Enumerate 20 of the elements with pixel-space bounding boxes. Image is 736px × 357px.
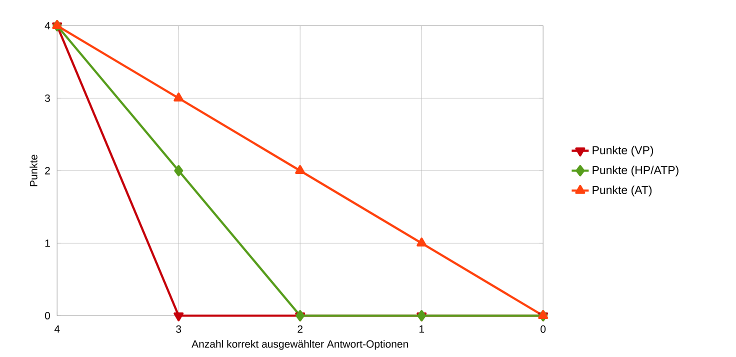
point [295, 165, 306, 174]
x-tick-label: 2 [298, 325, 303, 333]
x-axis-title: Anzahl korrekt ausgewählter Antwort-Optionen [192, 340, 408, 350]
x-tick-label: 3 [176, 325, 182, 333]
legend-label: Punkte (AT) [592, 186, 652, 196]
x-tick-label: 1 [419, 325, 424, 333]
legend-label: Punkte (VP) [592, 146, 654, 157]
y-tick-label: 3 [44, 94, 50, 102]
point [174, 165, 184, 176]
x-tick-label: 4 [54, 325, 60, 333]
point [174, 312, 184, 322]
y-tick-label: 0 [44, 312, 50, 320]
y-tick-label: 1 [45, 240, 50, 247]
y-tick-label: 2 [45, 167, 50, 174]
y-tick-label: 4 [44, 22, 50, 30]
x-tick-label: 0 [540, 325, 546, 333]
point [416, 238, 427, 247]
point [174, 92, 184, 102]
legend-label: Punkte (HP/ATP) [592, 166, 678, 176]
y-axis-title: Punkte [30, 154, 38, 186]
